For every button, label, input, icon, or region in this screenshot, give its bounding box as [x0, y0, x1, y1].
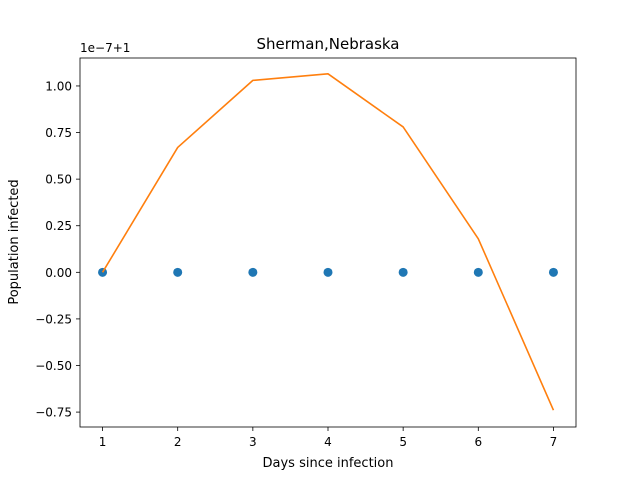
y-tick-label: 0.25 [45, 219, 72, 233]
x-tick-label: 1 [99, 435, 107, 449]
scatter-point [323, 267, 333, 277]
y-tick-label: 0.50 [45, 173, 72, 187]
y-tick-label: −0.75 [35, 406, 72, 420]
scatter-point [398, 267, 408, 277]
y-tick-label: −0.25 [35, 312, 72, 326]
y-tick-label: 0.00 [45, 266, 72, 280]
x-axis-label: Days since infection [263, 456, 394, 471]
y-tick-label: −0.50 [35, 359, 72, 373]
scatter-point [548, 267, 558, 277]
plot-area [98, 73, 558, 411]
scatter-point [248, 267, 258, 277]
x-tick-label: 3 [249, 435, 257, 449]
series-line [101, 73, 555, 411]
x-tick-label: 4 [324, 435, 332, 449]
scatter-point [473, 267, 483, 277]
scatter-point [173, 267, 183, 277]
y-tick-label: 0.75 [45, 126, 72, 140]
x-tick-label: 5 [399, 435, 407, 449]
x-tick-label: 6 [474, 435, 482, 449]
y-tick-label: 1.00 [45, 79, 72, 93]
chart-title: Sherman,Nebraska [257, 35, 400, 53]
axes: 1 2 3 4 5 6 7 −0.75 −0.50 −0.25 0.00 0.25 0.50 0.75 1.… [35, 79, 557, 449]
x-tick-label: 7 [550, 435, 558, 449]
x-tick-label: 2 [174, 435, 182, 449]
y-axis-offset-label: 1e−7+1 [80, 41, 130, 55]
y-axis-label: Population infected [7, 179, 22, 304]
